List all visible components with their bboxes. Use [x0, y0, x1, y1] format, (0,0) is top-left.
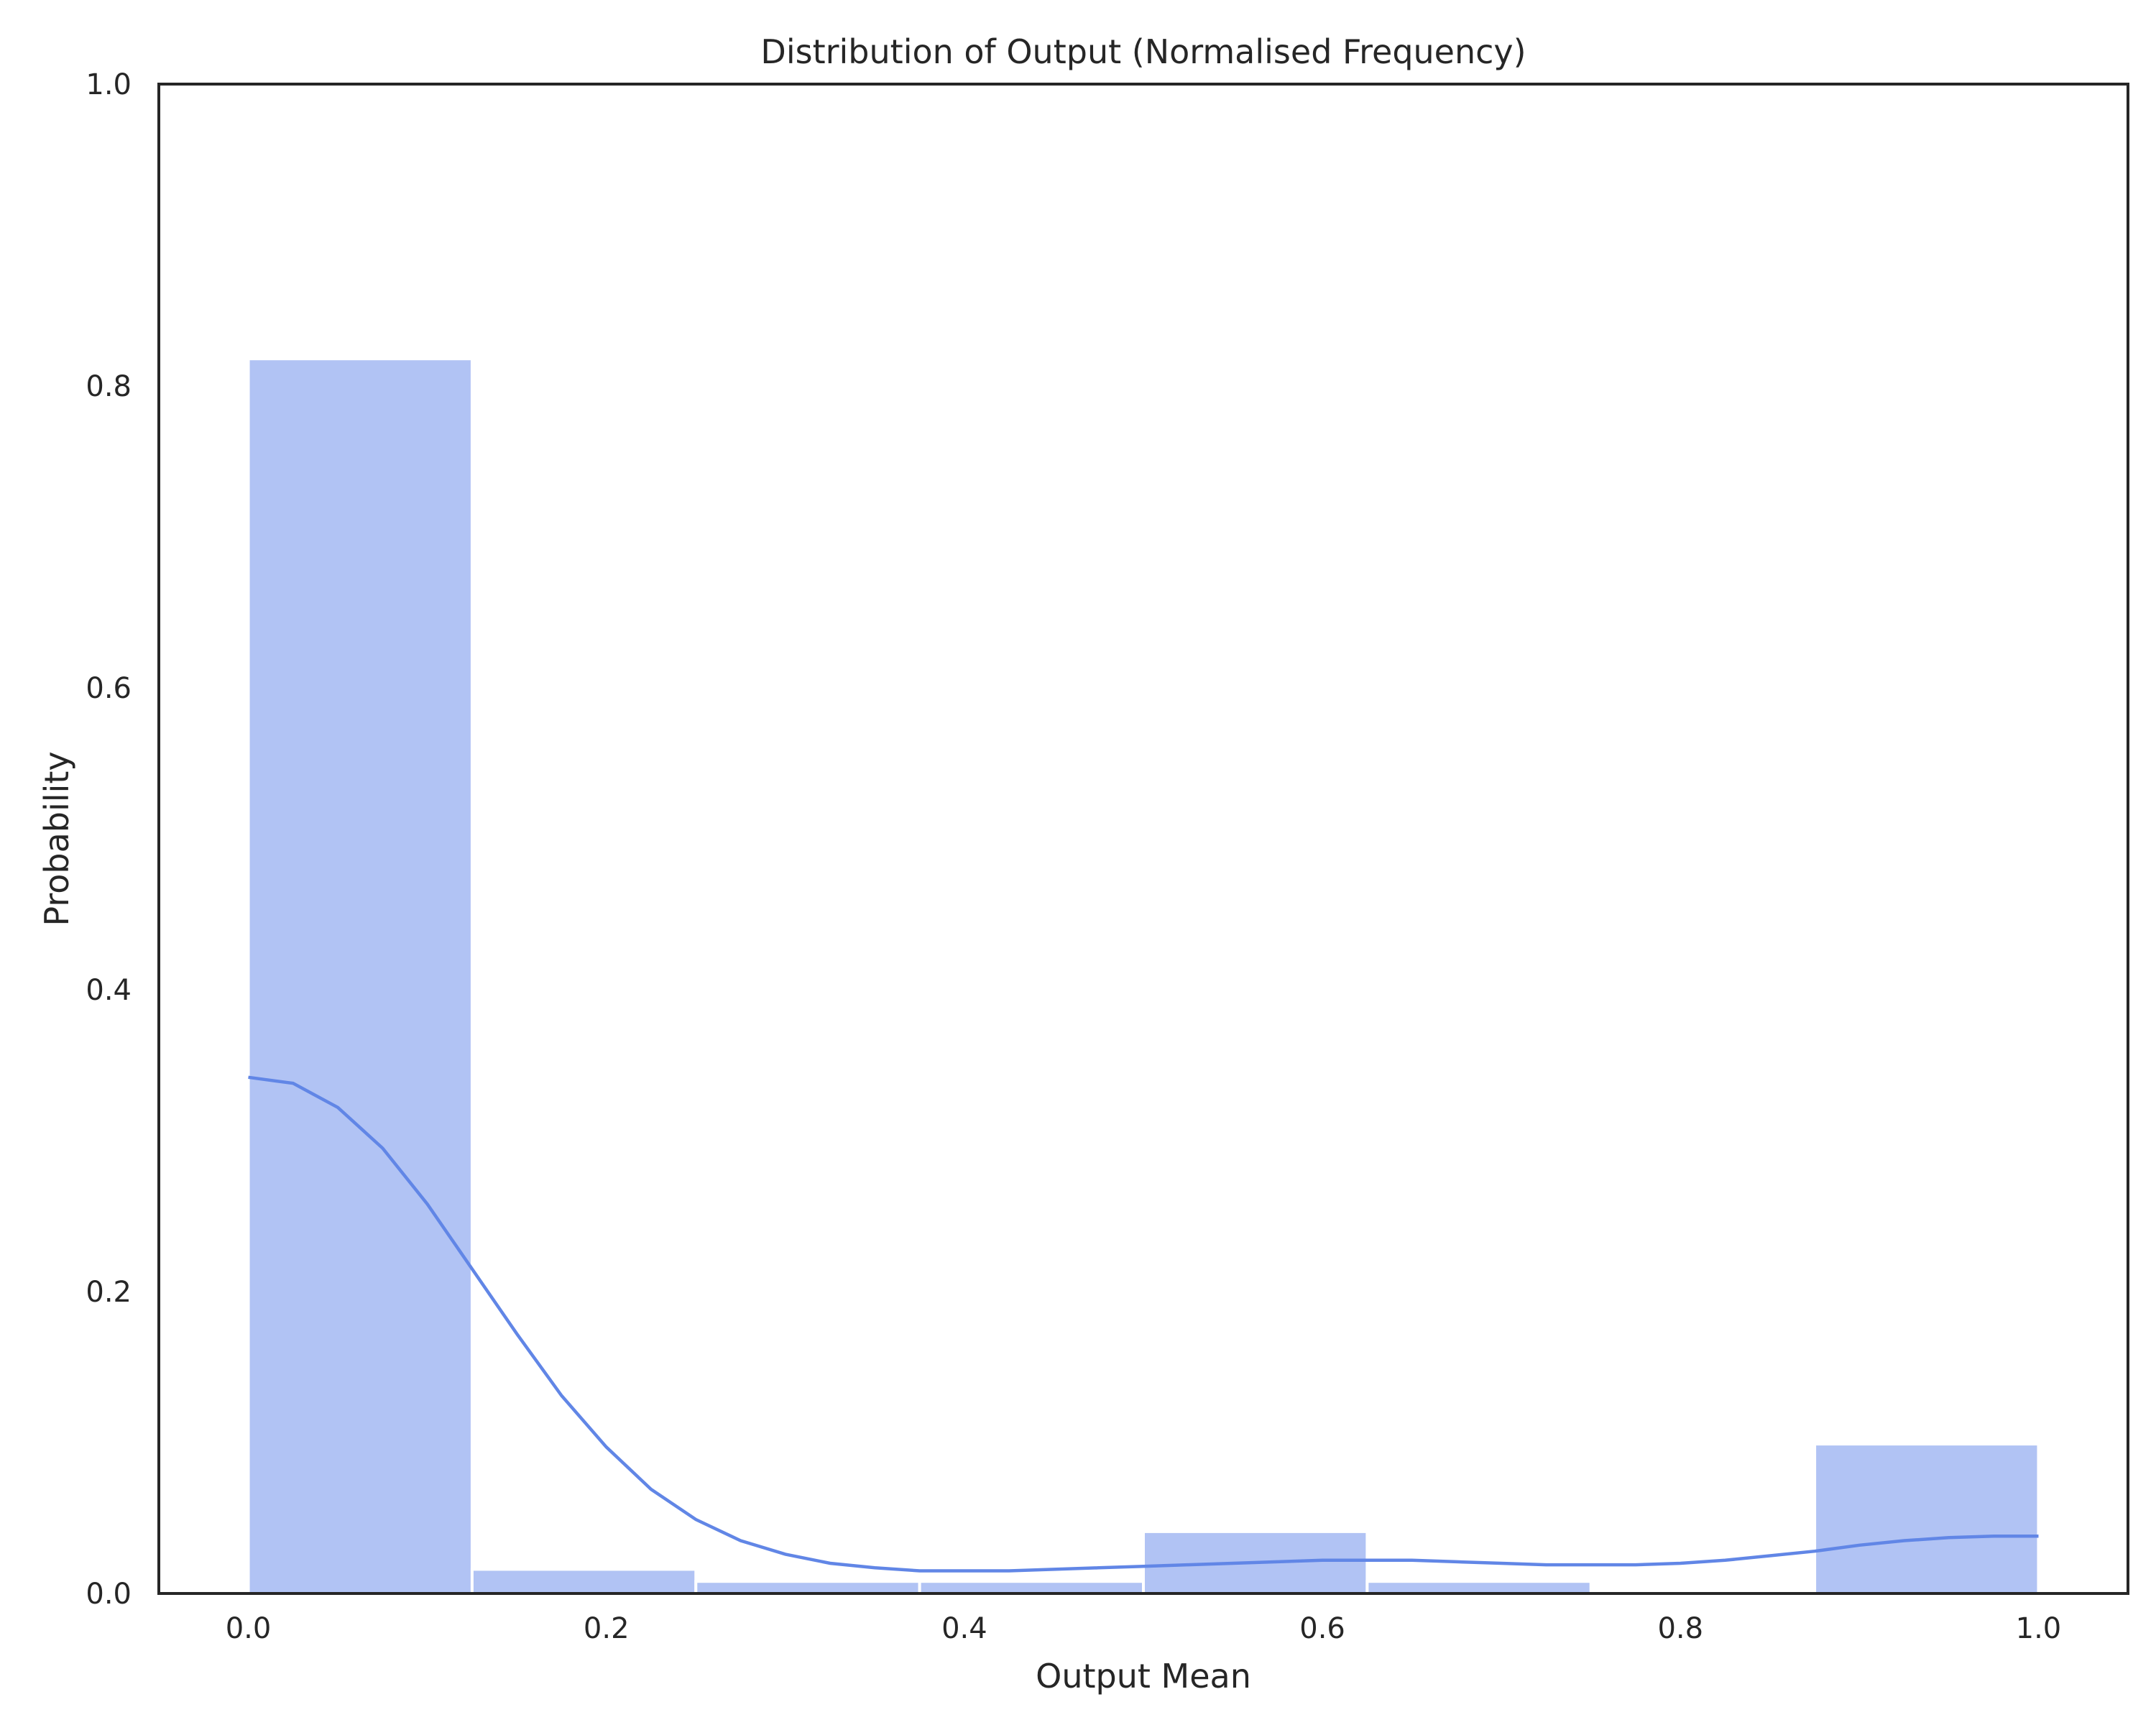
- histogram-bar: [247, 357, 474, 1596]
- x-tick-label: 0.2: [584, 1612, 630, 1645]
- x-tick-label: 0.6: [1299, 1612, 1345, 1645]
- y-tick-label: 0.4: [86, 974, 132, 1007]
- histogram-bar: [694, 1580, 921, 1595]
- histogram-bar: [918, 1580, 1145, 1595]
- x-tick-label: 0.8: [1657, 1612, 1703, 1645]
- y-tick-label: 0.0: [86, 1578, 132, 1611]
- histogram-bar: [1813, 1443, 2040, 1595]
- x-tick-label: 0.4: [941, 1612, 987, 1645]
- y-axis-ticks: 0.0 0.2 0.4 0.6 0.8 1.0: [86, 68, 132, 1611]
- bars-layer: [247, 357, 2040, 1596]
- plot-area-frame: [157, 83, 2129, 1595]
- x-tick-label: 0.0: [226, 1612, 272, 1645]
- chart-title: Distribution of Output (Normalised Frequ…: [760, 32, 1526, 71]
- y-axis-label: Probability: [37, 751, 76, 926]
- y-tick-label: 1.0: [86, 68, 132, 101]
- x-axis-ticks: 0.0 0.2 0.4 0.6 0.8 1.0: [226, 1612, 2062, 1645]
- x-tick-label: 1.0: [2016, 1612, 2062, 1645]
- kde-curve: [248, 1075, 2039, 1573]
- y-tick-label: 0.2: [86, 1276, 132, 1309]
- x-axis-label: Output Mean: [1036, 1657, 1251, 1696]
- histogram-bar: [1365, 1580, 1593, 1595]
- histogram-bar: [470, 1568, 698, 1595]
- y-tick-label: 0.6: [86, 672, 132, 705]
- y-tick-label: 0.8: [86, 370, 132, 403]
